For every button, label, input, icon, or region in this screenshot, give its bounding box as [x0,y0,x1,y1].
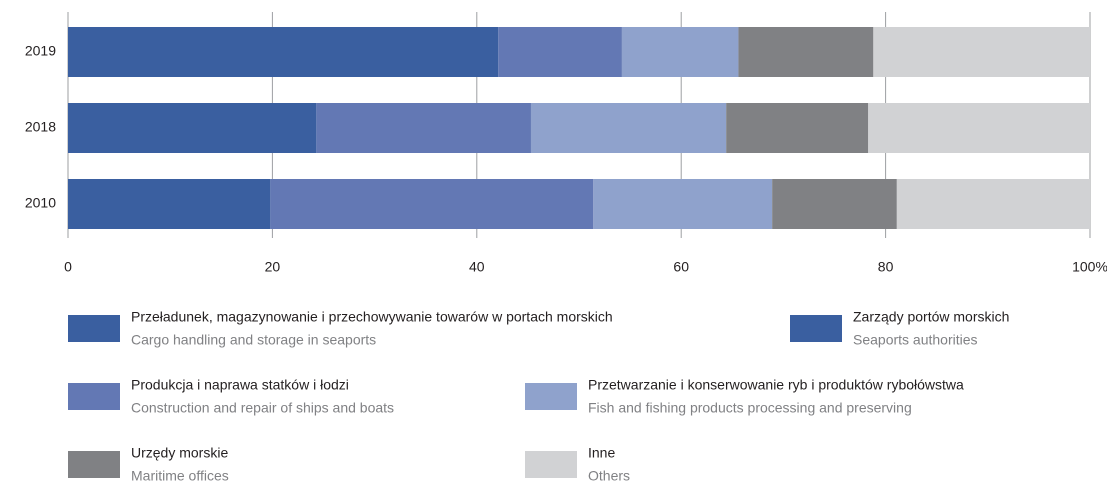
legend-swatch [68,383,120,410]
legend-label: Inne [588,445,615,461]
bar-segment [68,27,499,77]
legend-label-en: Others [588,468,630,484]
bar-segment [738,27,874,77]
legend-label-en: Cargo handling and storage in seaports [131,332,376,348]
x-tick-label: 40 [469,259,485,275]
x-tick-label: 20 [265,259,281,275]
legend-swatch [525,451,577,478]
bar-segment [726,103,869,153]
legend-label: Zarządy portów morskich [853,309,1009,325]
bar-segment [498,27,622,77]
legend-label: Produkcja i naprawa statków i łodzi [131,377,349,393]
legend-label: Przetwarzanie i konserwowanie ryb i prod… [588,377,964,393]
bar-segment [270,179,594,229]
legend-label-en: Construction and repair of ships and boa… [131,400,394,416]
bar-segment [316,103,531,153]
legend-label: Przeładunek, magazynowanie i przechowywa… [131,309,613,325]
x-tick-label: 60 [673,259,689,275]
bar-segment [68,103,317,153]
bar-segment [868,103,1090,153]
legend-label-en: Maritime offices [131,468,229,484]
legend-swatch [68,315,120,342]
y-tick-label: 2010 [25,195,56,211]
legend-swatch [790,315,842,342]
x-tick-label: 100% [1072,259,1107,275]
legend-swatch [525,383,577,410]
bar-segment [593,179,773,229]
legend-label-en: Fish and fishing products processing and… [588,400,912,416]
legend-swatch [68,451,120,478]
bar-segment [530,103,727,153]
legend-label-en: Seaports authorities [853,332,978,348]
bar-segment [873,27,1090,77]
legend-label: Urzędy morskie [131,445,228,461]
x-tick-label: 80 [878,259,894,275]
bar-segment [772,179,897,229]
bar-segment [896,179,1090,229]
bar-segment [621,27,739,77]
bar-segment [68,179,271,229]
y-tick-label: 2018 [25,119,56,135]
y-tick-label: 2019 [25,43,56,59]
x-tick-label: 0 [64,259,72,275]
